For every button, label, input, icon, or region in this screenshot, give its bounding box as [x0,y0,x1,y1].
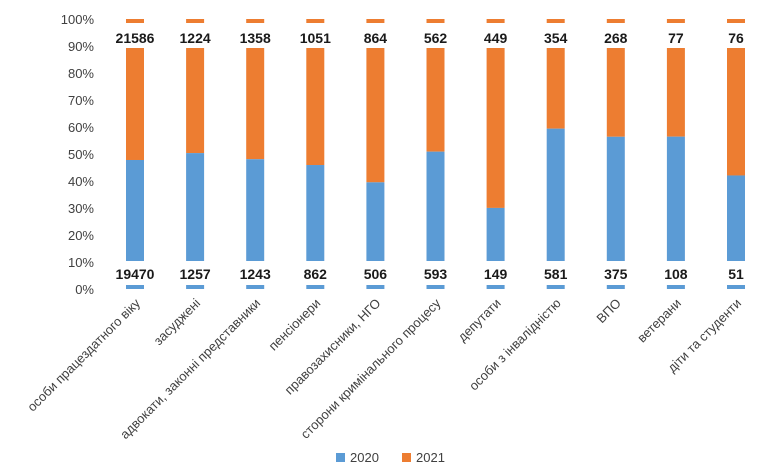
bar-2020 [306,165,325,261]
data-label-2021: 1358 [240,30,271,46]
legend: 2020 2021 [336,450,445,465]
y-tick-label: 20% [68,228,94,243]
category-labels: особи працездатного віку засудженіадвокат… [24,295,744,442]
data-label-2021: 268 [604,30,628,46]
bar-cap-2020 [546,285,565,289]
data-label-2020: 51 [728,266,744,282]
bar-2021 [727,48,745,176]
y-tick-label: 60% [68,120,94,135]
bar-cap-2020 [727,285,745,289]
y-tick-label: 80% [68,66,94,81]
bar-2020 [246,159,265,261]
data-label-2020: 1257 [180,266,211,282]
bar-2020 [186,153,205,261]
data-label-2020: 375 [604,266,628,282]
bar-cap-2020 [246,285,265,289]
y-tick-label: 0% [75,282,94,297]
data-label-2020: 593 [424,266,448,282]
bar-cap-2021 [366,19,385,23]
bar-cap-2021 [546,19,565,23]
legend-swatch-2021 [402,453,411,462]
bar-2020 [606,136,625,261]
y-tick-label: 70% [68,93,94,108]
data-label-2021: 864 [364,30,388,46]
y-tick-label: 100% [61,12,95,27]
category-label: особи працездатного віку [24,295,143,414]
data-label-2020: 1243 [240,266,271,282]
bar-cap-2020 [126,285,144,289]
data-label-2021: 77 [668,30,684,46]
bar-cap-2020 [606,285,625,289]
bar-2020 [366,182,385,261]
legend-label-2020: 2020 [350,450,379,465]
bars [126,19,745,289]
bar-cap-2020 [426,285,445,289]
y-tick-label: 50% [68,147,94,162]
bar-2021 [366,48,385,183]
category-label: ВПО [593,296,624,327]
data-label-2021: 449 [484,30,508,46]
bar-cap-2020 [486,285,505,289]
data-label-2021: 1224 [180,30,211,46]
bar-2021 [306,48,325,166]
data-label-2020: 581 [544,266,568,282]
data-label-2020: 506 [364,266,388,282]
bar-2020 [727,175,745,261]
y-tick-label: 10% [68,255,94,270]
bar-2021 [186,48,205,154]
data-label-2021: 354 [544,30,568,46]
bar-cap-2021 [727,19,745,23]
bar-2020 [426,151,445,261]
bar-2021 [426,48,445,152]
bar-cap-2021 [426,19,445,23]
bar-cap-2021 [606,19,625,23]
y-tick-label: 40% [68,174,94,189]
category-label: пенсіонери [265,296,323,354]
bar-2020 [546,128,565,261]
bar-cap-2020 [186,285,205,289]
bar-2020 [666,136,685,261]
bar-cap-2020 [366,285,385,289]
y-tick-label: 90% [68,39,94,54]
bar-2021 [606,48,625,137]
y-tick-label: 30% [68,201,94,216]
data-label-2021: 21586 [116,30,155,46]
category-label: депутати [455,296,504,345]
bar-cap-2021 [186,19,205,23]
bar-2020 [126,159,144,261]
bar-2021 [246,48,265,160]
category-label: ветерани [634,296,684,346]
bar-2021 [126,48,144,160]
bar-cap-2020 [666,285,685,289]
bar-cap-2021 [306,19,325,23]
data-labels: 21586 19470 1224 1257 1358 1243 1051 862 864 506 5… [116,30,744,282]
bar-cap-2020 [306,285,325,289]
bar-cap-2021 [666,19,685,23]
bar-cap-2021 [486,19,505,23]
bar-2021 [486,48,505,208]
legend-swatch-2020 [336,453,345,462]
data-label-2020: 862 [304,266,328,282]
y-axis-ticks: 0% 10% 20% 30% 40% 50% 60% 70% 80% 90% 100% [61,12,95,297]
data-label-2020: 19470 [116,266,155,282]
bar-cap-2021 [246,19,265,23]
bar-cap-2021 [126,19,144,23]
data-label-2020: 108 [664,266,688,282]
category-label: засуджені [151,295,204,348]
data-label-2020: 149 [484,266,508,282]
data-label-2021: 76 [728,30,744,46]
bar-2021 [546,48,565,129]
bar-2021 [666,48,685,137]
data-label-2021: 1051 [300,30,331,46]
data-label-2021: 562 [424,30,448,46]
bar-2020 [486,207,505,261]
legend-label-2021: 2021 [416,450,445,465]
